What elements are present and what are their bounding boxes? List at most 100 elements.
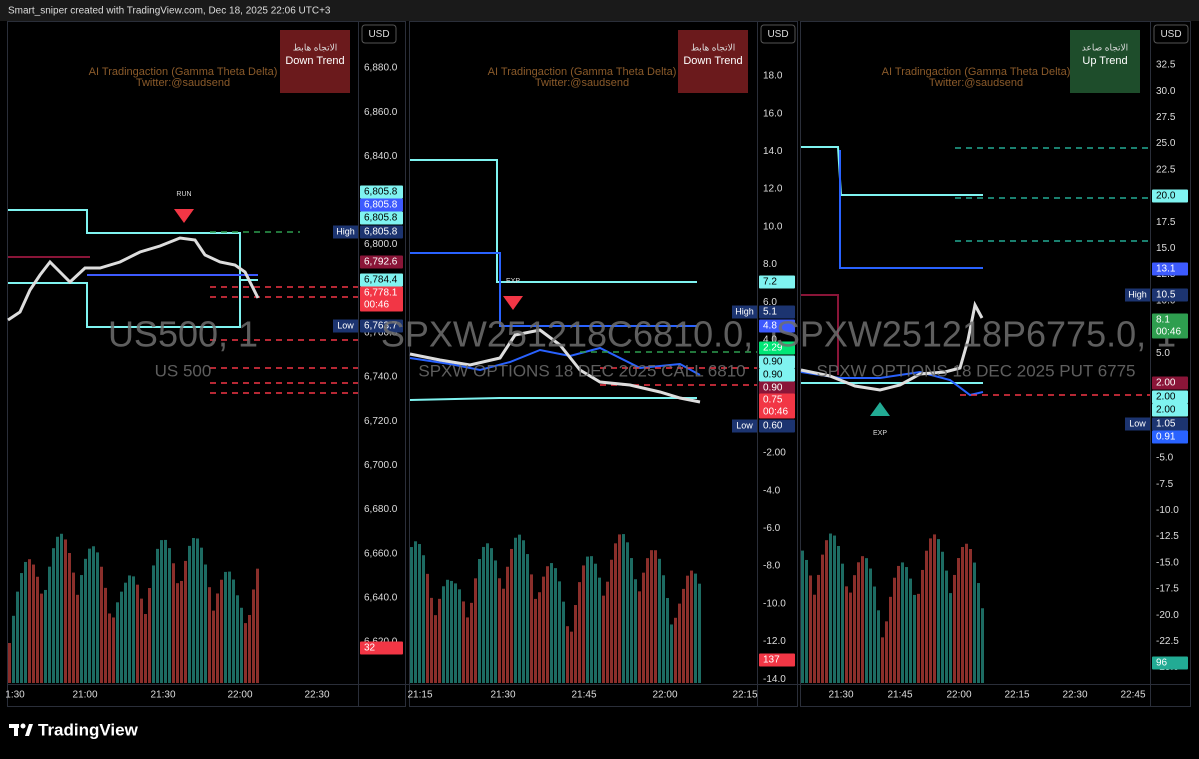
- volume-bar: [566, 626, 569, 683]
- signal: [503, 296, 523, 310]
- x-tick-label: 22:00: [946, 690, 971, 701]
- tag-label: Low: [736, 420, 753, 430]
- volume-bar: [614, 543, 617, 683]
- volume-bar: [116, 602, 119, 683]
- volume-bar: [929, 538, 932, 683]
- y-tick-label: 8.0: [763, 259, 777, 270]
- volume-bar: [542, 576, 545, 683]
- price-label-bg: [360, 319, 403, 333]
- volume-bar: [422, 555, 425, 683]
- watermark-subtitle: US 500: [155, 361, 212, 380]
- trend-label: Down Trend: [683, 55, 742, 67]
- currency: USD: [767, 29, 788, 40]
- y-tick-label: -20.0: [1156, 610, 1179, 621]
- price-label: 6,805.8: [364, 227, 398, 238]
- price-label: 0.60: [763, 421, 783, 432]
- volume-bar: [36, 576, 39, 683]
- price-label: 2.00: [1156, 405, 1176, 416]
- level-line: [410, 252, 697, 327]
- volume-bar: [965, 543, 968, 683]
- price-label: 6,784.4: [364, 275, 398, 286]
- volume-bar: [164, 539, 167, 683]
- price-label-bg: [360, 255, 403, 269]
- tag-bg: [732, 419, 757, 433]
- volume-bar: [849, 592, 852, 683]
- currency-button[interactable]: [1153, 24, 1189, 44]
- y-tick-label: 6,760.0: [364, 328, 398, 339]
- volume-bar: [522, 540, 525, 683]
- volume-bar: [44, 589, 47, 683]
- y-tick-label: 6,700.0: [364, 460, 398, 471]
- price-label-bg: [759, 355, 795, 369]
- volume-bar: [184, 560, 187, 683]
- y-tick-label: 5.0: [1156, 348, 1170, 359]
- credit: AI Tradingaction (Gamma Theta Delta): [882, 66, 1071, 78]
- frame: [7, 21, 406, 707]
- x-tick-label: 22:00: [652, 690, 677, 701]
- price-label: 2.29: [763, 343, 783, 354]
- x-tick-label: 1:30: [5, 690, 25, 701]
- volume-bar: [526, 554, 529, 683]
- frame: [409, 21, 798, 707]
- volume-bar: [100, 566, 103, 683]
- level-line: [410, 159, 697, 283]
- volume-bar: [430, 597, 433, 683]
- credit: AI Tradingaction (Gamma Theta Delta): [488, 66, 677, 78]
- price-label: 13.1: [1156, 264, 1176, 275]
- currency-button[interactable]: [361, 24, 397, 44]
- x-tick-label: 22:00: [227, 690, 252, 701]
- volume-bar: [941, 551, 944, 683]
- volume-bar: [156, 548, 159, 683]
- price-label-bg: [759, 368, 795, 382]
- tag-bg: [1125, 417, 1150, 431]
- currency-button[interactable]: [760, 24, 796, 44]
- volume-bar: [610, 559, 613, 683]
- price-label: 2.00: [1156, 392, 1176, 403]
- volume-bar: [12, 615, 15, 683]
- volume-bar: [586, 556, 589, 683]
- volume-bar: [128, 575, 131, 683]
- volume-bar: [678, 603, 681, 683]
- volume-bar: [498, 578, 501, 683]
- volume-bar: [168, 548, 171, 683]
- volume-bar: [160, 540, 163, 683]
- y-tick-label: 15.0: [1156, 243, 1176, 254]
- y-tick-label: -4.0: [763, 485, 781, 496]
- price-label: 7.2: [763, 277, 777, 288]
- x-tick-label: 21:30: [150, 690, 175, 701]
- price-label: 6,805.8: [364, 200, 398, 211]
- volume-bar: [426, 573, 429, 683]
- tag-bg: [732, 305, 757, 319]
- y-tick-label: 6,720.0: [364, 416, 398, 427]
- y-tick-label: 27.5: [1156, 112, 1176, 123]
- price-label-bg: [1152, 390, 1188, 404]
- volume-bar: [454, 583, 457, 683]
- volume-bar: [654, 550, 657, 683]
- x-tick-label: 21:45: [571, 690, 596, 701]
- price-label: 6,778.1: [364, 288, 398, 299]
- price-label-bg: [1152, 656, 1188, 670]
- volume-bar: [546, 566, 549, 683]
- price-label-bg: [759, 275, 795, 289]
- caption-bar: [0, 0, 1199, 21]
- y-tick-label: 6,680.0: [364, 504, 398, 515]
- y-tick-label: -6.0: [763, 523, 781, 534]
- tag-label: High: [336, 226, 355, 236]
- price-path: [800, 300, 984, 392]
- volume-bar: [136, 584, 139, 683]
- price-label-bg: [360, 286, 403, 312]
- volume-bar: [889, 596, 892, 683]
- price-label-bg: [1152, 262, 1188, 276]
- volume-bar: [462, 601, 465, 683]
- y-tick-label: 6,860.0: [364, 107, 398, 118]
- y-tick-label: 25.0: [1156, 138, 1176, 149]
- volume-bar: [180, 580, 183, 683]
- price-label-bg: [1152, 430, 1188, 444]
- volume-bar: [16, 591, 19, 683]
- level-line: [409, 346, 701, 376]
- price-label: 1.05: [1156, 419, 1176, 430]
- volume-bar: [458, 589, 461, 683]
- price-label: 10.5: [1156, 290, 1176, 301]
- tag-label: Low: [1129, 418, 1146, 428]
